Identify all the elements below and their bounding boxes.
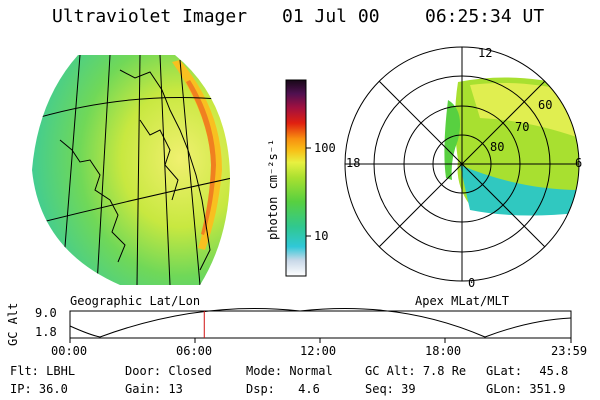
status-flt: Flt: LBHL (10, 364, 76, 378)
timeline-xtick-1200: 12:00 (300, 344, 337, 358)
timeline-ytick-9: 9.0 (35, 306, 57, 320)
status-door: Door: Closed (125, 364, 212, 378)
mlt-label-12: 12 (478, 46, 493, 60)
timeline-xtick-2359: 23:59 (551, 344, 588, 358)
mlt-label-18: 18 (346, 156, 361, 170)
timeline-xtick-1800: 18:00 (425, 344, 462, 358)
lat-label-60: 60 (538, 98, 553, 112)
colorbar-unit-label: photon cm⁻²s⁻¹ (266, 138, 280, 240)
geographic-image (32, 55, 230, 285)
timeline-xtick-0600: 06:00 (176, 344, 213, 358)
status-mode: Mode: Normal (246, 364, 333, 378)
status-ip: IP: 36.0 (10, 382, 68, 396)
status-seq: Seq: 39 (365, 382, 416, 396)
colorbar-tick-100: 100 (314, 141, 336, 155)
status-gcalt: GC Alt: 7.8 Re (365, 364, 467, 378)
timeline-xtick-0000: 00:00 (51, 344, 88, 358)
mlt-label-6: 6 (575, 156, 583, 170)
status-gain: Gain: 13 (125, 382, 183, 396)
lat-label-80: 80 (490, 140, 505, 154)
time-label: 06:25:34 UT (425, 6, 545, 27)
altitude-timeline (69, 307, 572, 343)
colorbar-tick-10: 10 (314, 229, 329, 243)
date-label: 01 Jul 00 (282, 6, 380, 27)
polar-caption: Apex MLat/MLT (415, 294, 509, 308)
mlt-label-0: 0 (468, 276, 476, 290)
colorbar (285, 79, 311, 277)
timeline-ytick-1-8: 1.8 (35, 325, 57, 339)
status-dsp: Dsp: 4.6 (246, 382, 320, 396)
polar-plot (344, 46, 580, 282)
status-glon: GLon: 351.9 (486, 382, 566, 396)
geographic-caption: Geographic Lat/Lon (70, 294, 201, 308)
lat-label-70: 70 (515, 120, 530, 134)
instrument-title: Ultraviolet Imager (52, 6, 248, 27)
timeline-ylabel: GC Alt (6, 302, 20, 346)
status-glat: GLat: 45.8 (486, 364, 569, 378)
